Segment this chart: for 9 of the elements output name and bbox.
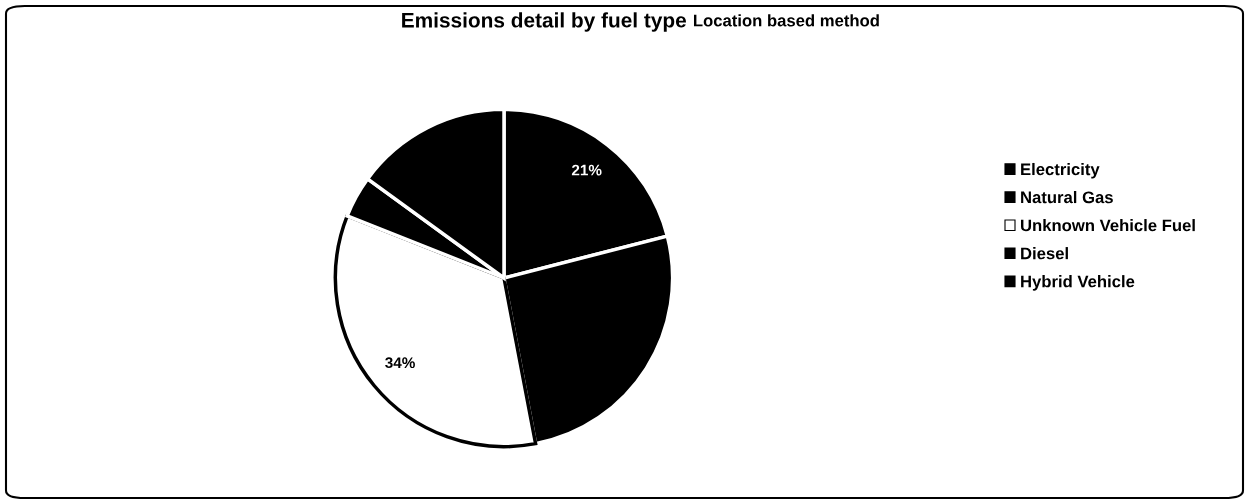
legend-label: Unknown Vehicle Fuel <box>1021 219 1195 232</box>
data-label: 34% <box>385 357 415 369</box>
chart-subtitle: Location based method <box>694 14 879 27</box>
chart-title: Emissions detail by fuel type <box>402 12 686 32</box>
legend-label: Diesel <box>1021 247 1068 260</box>
legend-label: Electricity <box>1021 162 1100 179</box>
data-label: 21% <box>571 164 602 176</box>
legend-label: Hybrid Vehicle <box>1021 275 1135 291</box>
legend-label: Natural Gas <box>1021 191 1113 204</box>
